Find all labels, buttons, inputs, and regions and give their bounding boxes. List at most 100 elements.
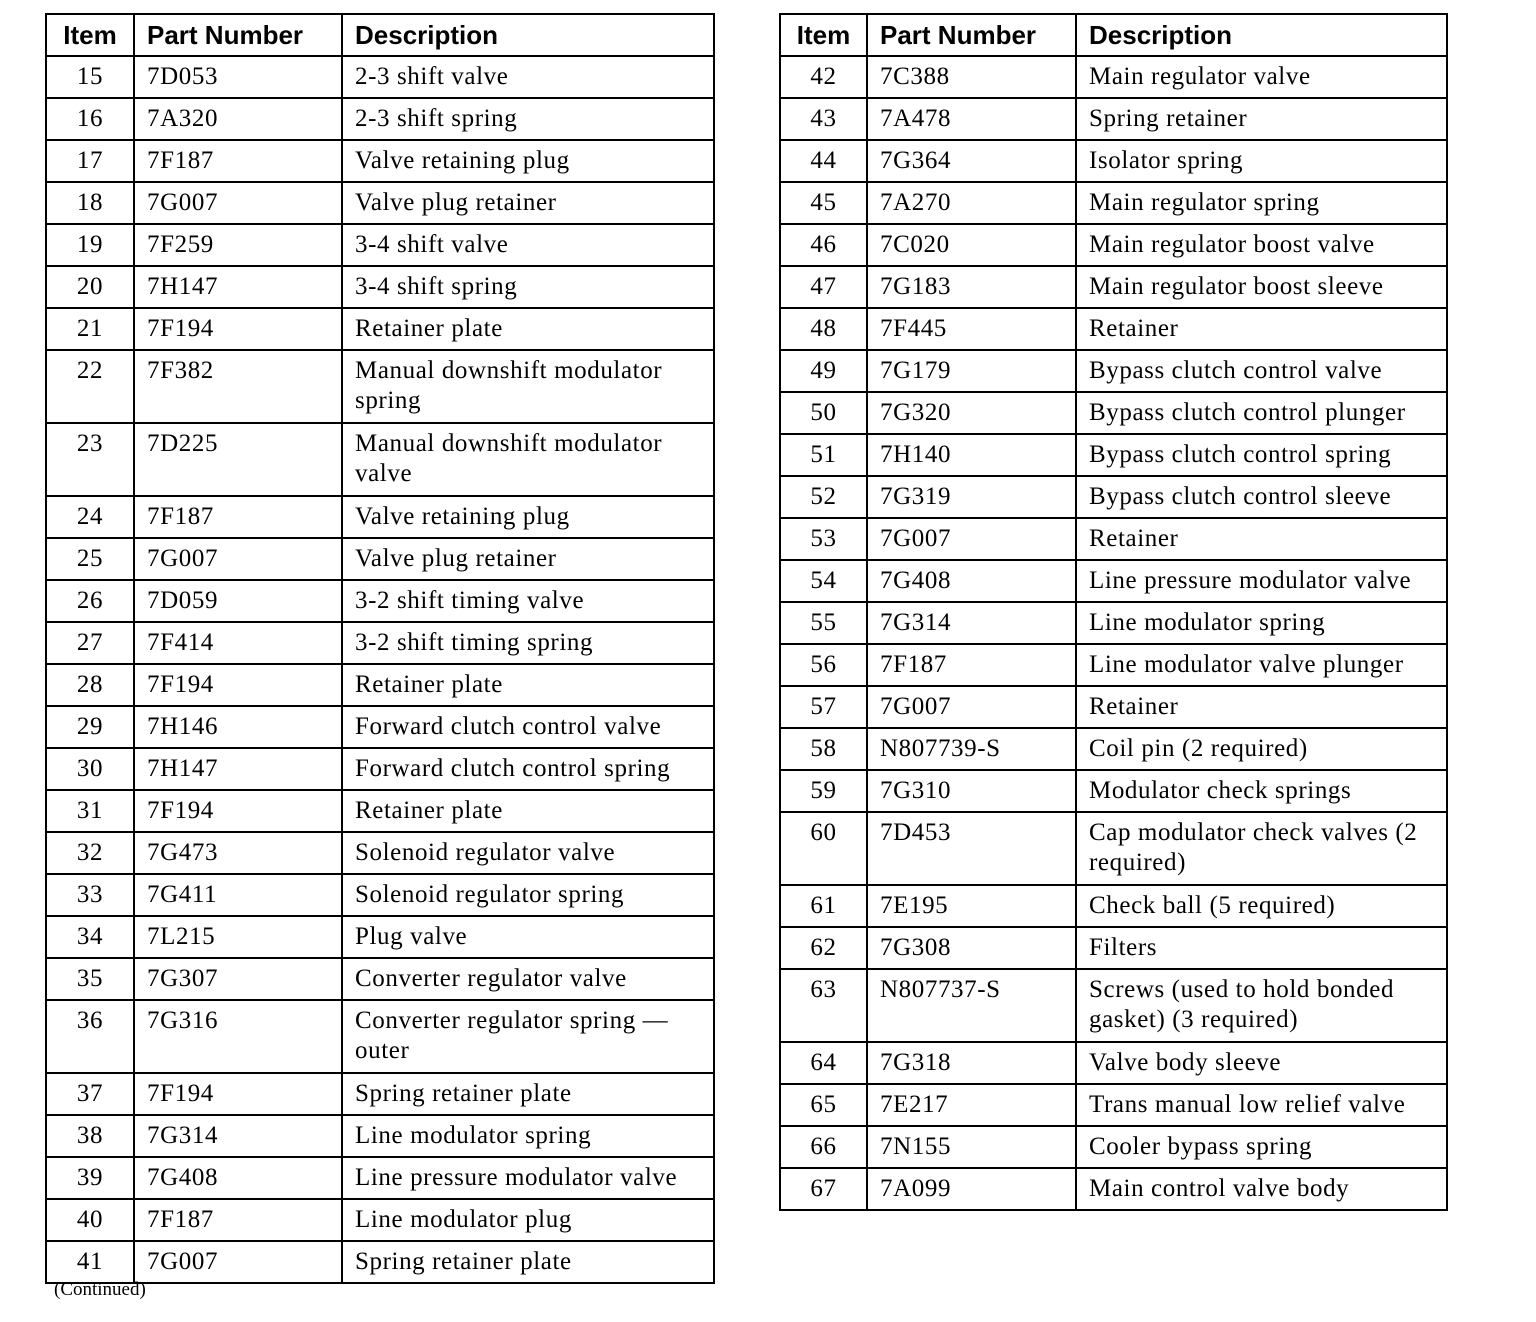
description-cell: Converter regulator spring — outer <box>341 999 715 1074</box>
part-number-cell: 7L215 <box>133 915 343 959</box>
part-number-cell: 7E195 <box>866 884 1077 928</box>
table-row: 49 7G179 Bypass clutch control valve <box>779 349 1448 393</box>
part-number-cell: 7G408 <box>866 559 1077 603</box>
part-number-cell: 7F187 <box>133 495 343 539</box>
table-row: 59 7G310 Modulator check springs <box>779 769 1448 813</box>
table-row: 67 7A099 Main control valve body <box>779 1167 1448 1211</box>
item-cell: 20 <box>45 265 135 309</box>
part-number-cell: 7F194 <box>133 307 343 351</box>
part-number-cell: 7F187 <box>133 139 343 183</box>
description-cell: Line modulator spring <box>1075 601 1448 645</box>
item-cell: 28 <box>45 663 135 707</box>
header-description: Description <box>1075 13 1448 57</box>
continued-note: (Continued) <box>54 1279 146 1300</box>
part-number-cell: 7F382 <box>133 349 343 424</box>
description-cell: Trans manual low relief valve <box>1075 1083 1448 1127</box>
table-row: 19 7F259 3-4 shift valve <box>45 223 715 267</box>
table-row: 33 7G411 Solenoid regulator spring <box>45 873 715 917</box>
description-cell: Modulator check springs <box>1075 769 1448 813</box>
table-row: 40 7F187 Line modulator plug <box>45 1198 715 1242</box>
item-cell: 67 <box>779 1167 868 1211</box>
table-row: 38 7G314 Line modulator spring <box>45 1114 715 1158</box>
part-number-cell: 7G007 <box>133 537 343 581</box>
table-row: 21 7F194 Retainer plate <box>45 307 715 351</box>
table-row: 46 7C020 Main regulator boost valve <box>779 223 1448 267</box>
part-number-cell: 7A320 <box>133 97 343 141</box>
item-cell: 46 <box>779 223 868 267</box>
parts-table-left: Item Part Number Description 15 7D053 2-3 … <box>45 13 715 1284</box>
description-cell: Forward clutch control valve <box>341 705 715 749</box>
part-number-cell: 7G007 <box>866 517 1077 561</box>
description-cell: Cooler bypass spring <box>1075 1125 1448 1169</box>
part-number-cell: 7G316 <box>133 999 343 1074</box>
description-cell: Bypass clutch control sleeve <box>1075 475 1448 519</box>
item-cell: 63 <box>779 968 868 1043</box>
description-cell: Plug valve <box>341 915 715 959</box>
table-row: 53 7G007 Retainer <box>779 517 1448 561</box>
item-cell: 48 <box>779 307 868 351</box>
part-number-cell: 7C020 <box>866 223 1077 267</box>
item-cell: 39 <box>45 1156 135 1200</box>
part-number-cell: 7G408 <box>133 1156 343 1200</box>
description-cell: Retainer plate <box>341 789 715 833</box>
item-cell: 24 <box>45 495 135 539</box>
part-number-cell: 7G007 <box>133 181 343 225</box>
header-row: Item Part Number Description <box>779 13 1448 57</box>
item-cell: 26 <box>45 579 135 623</box>
item-cell: 56 <box>779 643 868 687</box>
item-cell: 65 <box>779 1083 868 1127</box>
table-row: 35 7G307 Converter regulator valve <box>45 957 715 1001</box>
part-number-cell: 7G364 <box>866 139 1077 183</box>
description-cell: Check ball (5 required) <box>1075 884 1448 928</box>
part-number-cell: 7G308 <box>866 926 1077 970</box>
item-cell: 55 <box>779 601 868 645</box>
description-cell: Line modulator plug <box>341 1198 715 1242</box>
part-number-cell: 7D453 <box>866 811 1077 886</box>
part-number-cell: 7G007 <box>133 1240 343 1284</box>
description-cell: Main regulator valve <box>1075 55 1448 99</box>
description-cell: Valve plug retainer <box>341 181 715 225</box>
table-row: 44 7G364 Isolator spring <box>779 139 1448 183</box>
part-number-cell: 7A478 <box>866 97 1077 141</box>
description-cell: 3-2 shift timing valve <box>341 579 715 623</box>
description-cell: 2-3 shift spring <box>341 97 715 141</box>
part-number-cell: 7F194 <box>133 663 343 707</box>
table-row: 18 7G007 Valve plug retainer <box>45 181 715 225</box>
item-cell: 18 <box>45 181 135 225</box>
description-cell: Screws (used to hold bonded gasket) (3 r… <box>1075 968 1448 1043</box>
table-row: 48 7F445 Retainer <box>779 307 1448 351</box>
table-row: 51 7H140 Bypass clutch control spring <box>779 433 1448 477</box>
item-cell: 19 <box>45 223 135 267</box>
description-cell: 3-4 shift spring <box>341 265 715 309</box>
table-row: 66 7N155 Cooler bypass spring <box>779 1125 1448 1169</box>
part-number-cell: 7G310 <box>866 769 1077 813</box>
part-number-cell: 7F414 <box>133 621 343 665</box>
description-cell: Retainer plate <box>341 307 715 351</box>
item-cell: 21 <box>45 307 135 351</box>
part-number-cell: 7F194 <box>133 1072 343 1116</box>
item-cell: 29 <box>45 705 135 749</box>
item-cell: 61 <box>779 884 868 928</box>
parts-table-right: Item Part Number Description 42 7C388 Main… <box>779 13 1448 1211</box>
part-number-cell: 7G007 <box>866 685 1077 729</box>
description-cell: Solenoid regulator spring <box>341 873 715 917</box>
table-row: 16 7A320 2-3 shift spring <box>45 97 715 141</box>
part-number-cell: 7C388 <box>866 55 1077 99</box>
description-cell: Line modulator spring <box>341 1114 715 1158</box>
part-number-cell: N807737-S <box>866 968 1077 1043</box>
item-cell: 38 <box>45 1114 135 1158</box>
table-row: 32 7G473 Solenoid regulator valve <box>45 831 715 875</box>
description-cell: 3-2 shift timing spring <box>341 621 715 665</box>
description-cell: Line pressure modulator valve <box>1075 559 1448 603</box>
part-number-cell: 7H147 <box>133 747 343 791</box>
item-cell: 62 <box>779 926 868 970</box>
item-cell: 16 <box>45 97 135 141</box>
table-row: 36 7G316 Converter regulator spring — oute… <box>45 999 715 1074</box>
table-row: 25 7G007 Valve plug retainer <box>45 537 715 581</box>
description-cell: Main regulator boost valve <box>1075 223 1448 267</box>
description-cell: Valve body sleeve <box>1075 1041 1448 1085</box>
table-row: 31 7F194 Retainer plate <box>45 789 715 833</box>
table-row: 54 7G408 Line pressure modulator valve <box>779 559 1448 603</box>
item-cell: 31 <box>45 789 135 833</box>
table-row: 50 7G320 Bypass clutch control plunger <box>779 391 1448 435</box>
